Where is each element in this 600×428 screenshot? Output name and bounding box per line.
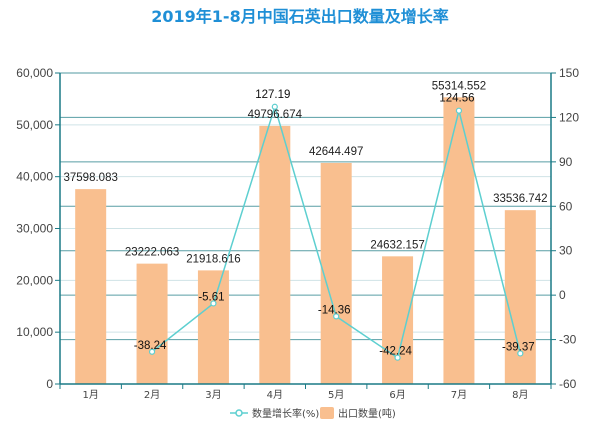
- y-right-tick-label: 90: [559, 155, 573, 169]
- bar-export-volume: [259, 125, 291, 384]
- bar-value-label: 23222.063: [125, 247, 179, 259]
- y-left-tick-label: 60,000: [16, 66, 53, 80]
- x-tick-label: 7月: [451, 389, 467, 401]
- growth-rate-value-label: -14.36: [318, 304, 351, 316]
- line-layer: [148, 103, 524, 361]
- bar-value-label: 42644.497: [309, 146, 363, 158]
- growth-rate-value-label: -5.61: [198, 291, 224, 303]
- bar-export-volume: [504, 210, 536, 384]
- bar-export-volume: [75, 189, 107, 384]
- y-right-tick-label: -60: [559, 377, 577, 391]
- y-right-tick-label: 60: [559, 199, 573, 213]
- y-left-tick-label: 50,000: [16, 118, 53, 132]
- legend-bar-swatch: [320, 407, 334, 419]
- growth-rate-value-label: 124.56: [439, 93, 474, 105]
- growth-rate-point: [333, 313, 340, 320]
- bar-value-label: 37598.083: [64, 172, 118, 184]
- legend-label-growth-rate: 数量增长率(%): [252, 407, 319, 420]
- bar-export-volume: [443, 97, 475, 384]
- y-right-tick-label: 0: [559, 288, 566, 302]
- y-left-tick-label: 0: [46, 377, 53, 391]
- bar-value-label: 49796.674: [248, 109, 303, 121]
- bar-value-label: 21918.616: [186, 253, 240, 265]
- y-left-tick-label: 20,000: [16, 273, 53, 287]
- bar-value-label: 55314.552: [432, 80, 486, 92]
- growth-rate-value-label: 127.19: [255, 89, 290, 101]
- y-right-tick-label: -30: [559, 333, 577, 347]
- x-tick-label: 5月: [328, 389, 344, 401]
- bar-export-volume: [382, 256, 414, 384]
- y-left-tick-label: 40,000: [16, 170, 53, 184]
- bar-value-label: 33536.742: [493, 193, 547, 205]
- labels-layer: 37598.083 23222.063 21918.616 49796.674 4264…: [64, 80, 548, 357]
- growth-rate-point: [271, 103, 278, 110]
- growth-rate-point: [210, 300, 217, 307]
- y-right-tick-label: 120: [559, 110, 579, 124]
- x-tick-label: 4月: [267, 389, 283, 401]
- y-left-tick-label: 10,000: [16, 325, 53, 339]
- growth-rate-value-label: -42.24: [379, 346, 412, 358]
- bar-export-volume: [136, 263, 168, 384]
- growth-rate-point: [455, 107, 463, 114]
- growth-rate-point: [517, 350, 524, 357]
- legend: 数量增长率(%) 出口数量(吨): [230, 407, 396, 420]
- bar-value-label: 24632.157: [370, 239, 424, 251]
- x-tick-label: 3月: [205, 389, 221, 401]
- grid-layer: [60, 72, 551, 385]
- y-right-tick-label: 150: [559, 66, 579, 80]
- growth-rate-point: [148, 348, 156, 355]
- y-left-tick-label: 30,000: [16, 222, 53, 236]
- y-right-tick-label: 30: [559, 244, 573, 258]
- x-tick-label: 8月: [512, 389, 528, 401]
- growth-rate-value-label: -39.37: [502, 341, 535, 353]
- legend-label-export-volume: 出口数量(吨): [338, 407, 396, 420]
- bar-export-volume: [197, 270, 229, 384]
- x-tick-label: 2月: [144, 389, 160, 401]
- bar-export-volume: [320, 162, 352, 384]
- growth-rate-value-label: -38.24: [134, 340, 167, 352]
- axes-layer: 0 10,000 20,000 30,000 40,000 50,000 60,000 -60…: [16, 66, 579, 401]
- growth-rate-point: [394, 354, 401, 361]
- chart-title: 2019年1-8月中国石英出口数量及增长率: [151, 7, 448, 26]
- x-tick-label: 6月: [389, 389, 405, 401]
- x-tick-label: 1月: [83, 389, 99, 401]
- legend-line-point-icon: [235, 409, 243, 417]
